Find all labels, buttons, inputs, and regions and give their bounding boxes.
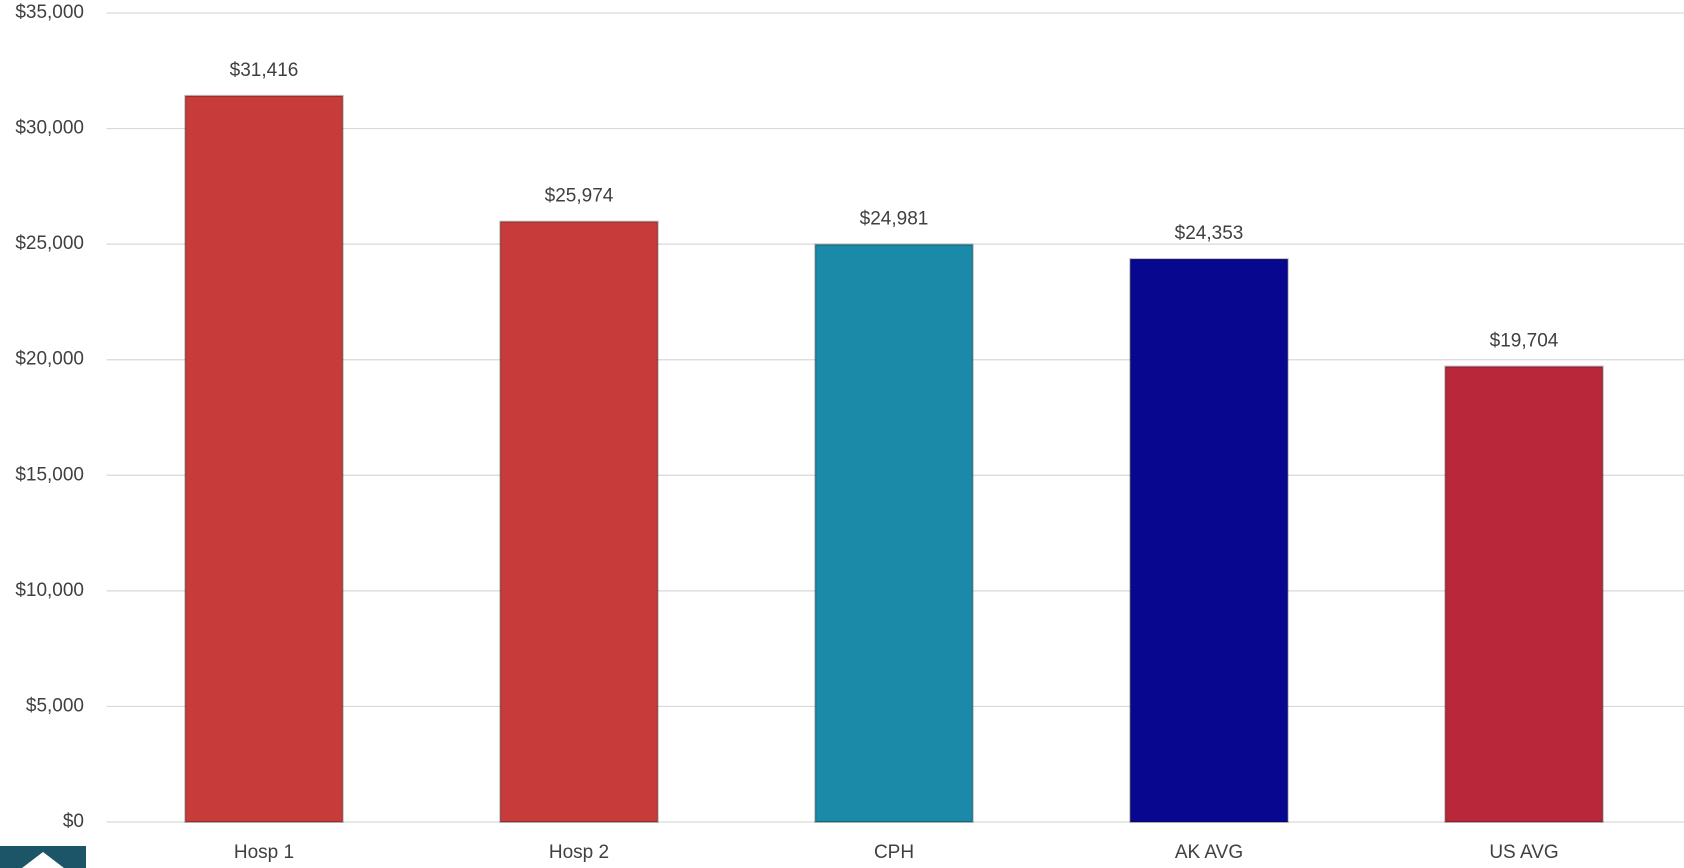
y-tick-label: $5,000 bbox=[26, 695, 84, 716]
x-tick-label: US AVG bbox=[1489, 842, 1558, 863]
y-tick-label: $25,000 bbox=[15, 233, 84, 254]
x-tick-label: AK AVG bbox=[1175, 842, 1243, 863]
x-tick-label: CPH bbox=[874, 842, 914, 863]
value-label: $25,974 bbox=[545, 186, 614, 207]
y-tick-label: $35,000 bbox=[15, 2, 84, 23]
x-tick-label: Hosp 1 bbox=[234, 842, 294, 863]
y-tick-label: $0 bbox=[63, 811, 84, 832]
bar bbox=[1129, 258, 1289, 824]
y-tick-label: $10,000 bbox=[15, 580, 84, 601]
bar bbox=[814, 243, 974, 823]
bar bbox=[184, 94, 344, 823]
value-label: $24,981 bbox=[860, 209, 929, 230]
value-label: $24,353 bbox=[1175, 223, 1244, 244]
x-tick-label: Hosp 2 bbox=[549, 842, 609, 863]
y-tick-label: $30,000 bbox=[15, 118, 84, 139]
logo-mark bbox=[22, 852, 64, 868]
y-tick-label: $20,000 bbox=[15, 349, 84, 370]
y-tick-label: $15,000 bbox=[15, 464, 84, 485]
bar bbox=[1444, 365, 1604, 823]
bar bbox=[499, 220, 659, 824]
value-label: $31,416 bbox=[230, 60, 299, 81]
value-label: $19,704 bbox=[1490, 331, 1559, 352]
